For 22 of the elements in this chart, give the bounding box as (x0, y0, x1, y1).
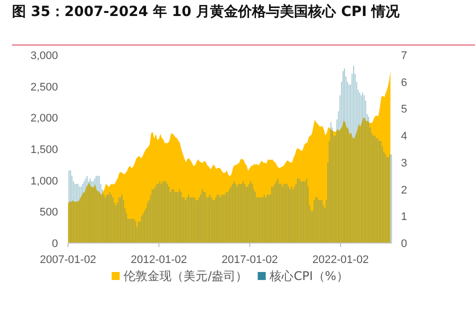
x-tick-label: 2022-01-02 (312, 254, 369, 266)
y2-tick-label: 2 (400, 184, 408, 196)
legend-label: 伦敦金现（美元/盎司） (124, 269, 248, 283)
y2-tick-label: 1 (400, 211, 408, 224)
y-tick-label: 2,000 (30, 112, 58, 125)
x-tick-label: 2007-01-02 (40, 254, 96, 266)
x-tick-label: 2012-01-02 (130, 254, 188, 266)
chart-title: 图 35：2007-2024 年 10 月黄金价格与美国核心 CPI 情况 (12, 2, 401, 22)
y-tick-label: 3,000 (30, 50, 58, 62)
y2-tick-label: 3 (400, 157, 408, 170)
y2-tick-label: 5 (400, 104, 408, 116)
y-tick-label: 0 (52, 238, 58, 250)
y2-tick-label: 0 (400, 238, 408, 250)
y2-tick-label: 7 (400, 50, 408, 62)
y-tick-label: 1,500 (30, 144, 58, 156)
y2-tick-label: 6 (400, 76, 408, 89)
legend-label: 核心CPI（%） (268, 269, 348, 283)
y2-tick-label: 4 (400, 130, 408, 143)
y-tick-label: 1,000 (30, 175, 58, 188)
y-tick-label: 2,500 (30, 81, 58, 94)
x-tick-label: 2017-01-02 (222, 254, 278, 266)
y-tick-label: 500 (40, 206, 58, 219)
